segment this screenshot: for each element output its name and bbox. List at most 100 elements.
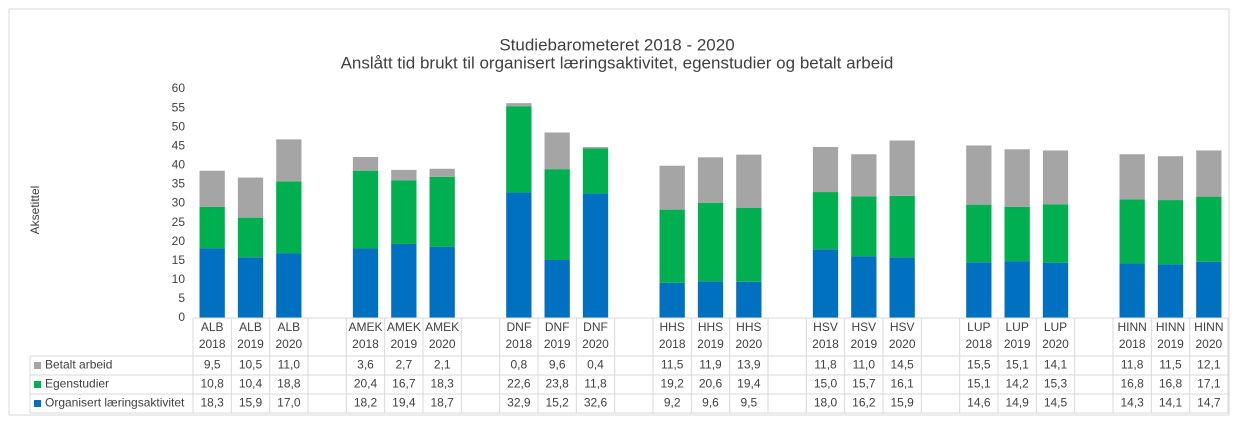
data-label: 14,9 [1005, 396, 1029, 410]
bar-segment [812, 147, 839, 193]
y-tick-label: 55 [172, 100, 186, 114]
data-label: 9,6 [702, 396, 719, 410]
data-label: 19,4 [737, 377, 761, 391]
data-label: 16,8 [1159, 377, 1183, 391]
data-label: 9,6 [549, 358, 566, 372]
bar-segment [276, 253, 302, 318]
bar-segment [199, 170, 225, 207]
data-label: 11,0 [853, 358, 876, 372]
x-tick-label: LUP 2018 [965, 320, 992, 351]
bar-segment [697, 202, 724, 282]
y-tick-label: 15 [172, 253, 186, 267]
x-tick-label: HSV 2018 [812, 320, 839, 351]
data-label: 19,4 [392, 396, 416, 410]
bar-segment [544, 169, 570, 260]
y-tick-label: 40 [172, 158, 186, 172]
data-label: 14,3 [1120, 396, 1144, 410]
y-tick-label: 5 [178, 291, 185, 305]
x-tick-label: HINN 2019 [1156, 320, 1185, 351]
bar-segment [582, 147, 609, 149]
data-label: 15,9 [890, 396, 914, 410]
legend-label: Betalt arbeid [45, 358, 112, 372]
legend-label: Egenstudier [45, 377, 109, 391]
bar-segment [582, 148, 609, 194]
data-label: 15,9 [239, 396, 263, 410]
data-label: 16,7 [392, 377, 416, 391]
bar-segment [812, 192, 839, 250]
bar-segment [966, 204, 992, 263]
bar-segment [1119, 154, 1145, 200]
x-tick-label: HINN 2018 [1117, 320, 1146, 351]
data-label: 11,8 [814, 358, 837, 372]
bar-segment [889, 140, 915, 196]
data-label: 11,9 [699, 358, 722, 372]
legend-label: Organisert læringsaktivitet [45, 396, 185, 410]
data-label: 17,1 [1197, 377, 1221, 391]
data-label: 32,6 [584, 396, 608, 410]
bar-segment [237, 217, 264, 258]
bar-segment [352, 156, 379, 171]
data-label: 22,6 [507, 377, 531, 391]
bar-segment [1196, 150, 1222, 197]
bar-segment [659, 282, 685, 318]
data-label: 18,3 [430, 377, 454, 391]
bar-segment [966, 262, 992, 318]
legend-key [34, 362, 41, 369]
bar-segment [736, 207, 762, 282]
bar-segment [582, 193, 609, 318]
x-tick-label: AMEK 2018 [348, 320, 382, 351]
data-label: 17,0 [277, 396, 301, 410]
data-label: 9,5 [740, 396, 757, 410]
bar-segment [352, 248, 379, 318]
data-label: 11,0 [278, 358, 301, 372]
y-tick-label: 50 [172, 119, 186, 133]
x-tick-label: AMEK 2019 [387, 320, 421, 351]
data-label: 18,0 [814, 396, 838, 410]
data-label: 9,5 [204, 358, 221, 372]
data-label: 20,4 [354, 377, 378, 391]
data-label: 3,6 [357, 358, 374, 372]
bar-segment [812, 249, 839, 318]
data-label: 11,5 [1159, 358, 1182, 372]
bar-segment [1042, 262, 1069, 318]
data-label: 15,1 [1005, 358, 1029, 372]
data-label: 14,1 [1044, 358, 1068, 372]
bar-segment [544, 259, 570, 318]
data-label: 2,7 [395, 358, 412, 372]
data-label: 18,2 [354, 396, 378, 410]
data-label: 14,5 [890, 358, 914, 372]
bar-segment [429, 176, 455, 247]
x-tick-label: DNF 2019 [544, 320, 571, 351]
bar-segment [1042, 204, 1069, 263]
data-label: 16,2 [852, 396, 876, 410]
data-label: 15,0 [814, 377, 838, 391]
bar-segment [1196, 261, 1222, 318]
legend-key [34, 400, 41, 407]
data-label: 12,1 [1197, 358, 1221, 372]
data-label: 16,1 [890, 377, 914, 391]
data-label: 16,8 [1120, 377, 1144, 391]
x-tick-label: LUP 2019 [1004, 320, 1031, 351]
x-tick-label: DNF 2020 [582, 320, 609, 351]
x-tick-label: HHS 2020 [735, 320, 762, 351]
y-tick-label: 45 [172, 138, 186, 152]
data-label: 11,5 [661, 358, 684, 372]
bar-segment [851, 154, 877, 197]
x-tick-label: LUP 2020 [1042, 320, 1069, 351]
chart-title: Studiebarometeret 2018 - 2020 [499, 35, 734, 54]
bar-segment [1119, 199, 1145, 264]
y-tick-label: 25 [172, 215, 186, 229]
data-label: 11,8 [1121, 358, 1144, 372]
x-tick-label: DNF 2018 [505, 320, 532, 351]
bar-segment [352, 170, 379, 249]
data-label: 14,5 [1044, 396, 1068, 410]
bar-segment [1042, 150, 1069, 205]
data-label: 9,2 [664, 396, 681, 410]
bar-segment [544, 132, 570, 170]
x-tick-label: HHS 2019 [697, 320, 724, 351]
data-label: 19,2 [660, 377, 684, 391]
bar-segment [1157, 156, 1184, 201]
data-label: 0,8 [510, 358, 527, 372]
bar-segment [429, 246, 455, 318]
y-tick-label: 20 [172, 234, 186, 248]
